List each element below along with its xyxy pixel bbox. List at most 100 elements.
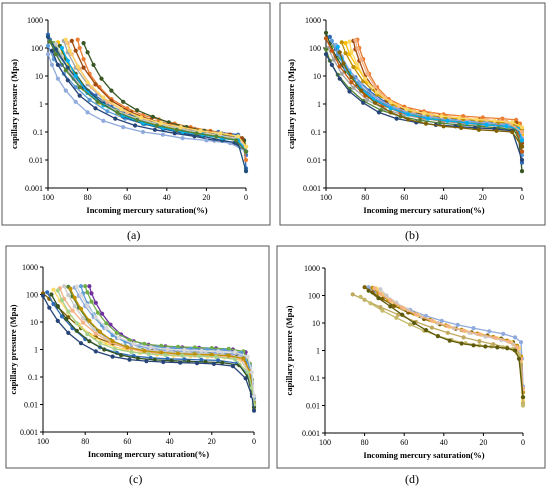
data-point [518,340,524,345]
data-point [230,364,235,369]
data-point [81,57,86,62]
data-point [425,116,430,121]
data-point [66,309,71,314]
data-point [180,136,185,141]
y-tick-label: 1 [316,347,320,356]
data-point [249,370,254,375]
data-point [520,395,526,400]
data-point [121,125,126,130]
data-point [211,361,216,366]
data-point [64,316,69,321]
data-point [343,41,348,46]
data-point [77,45,82,51]
data-point [65,78,70,83]
data-point [47,39,53,44]
data-point [423,121,429,126]
x-axis-label: Incoming mercury saturation(%) [86,205,207,215]
data-point [59,45,64,51]
data-point [81,65,86,70]
data-point [513,335,518,340]
data-point [474,117,479,122]
x-tick-label: 100 [42,193,54,202]
data-point [510,120,515,125]
data-point [455,322,460,327]
data-point [51,301,56,307]
data-point [507,339,512,344]
data-point [359,88,364,93]
data-point [95,99,100,104]
data-point [81,41,86,46]
data-point [55,76,61,81]
x-tick-label: 20 [479,438,487,447]
data-point [329,38,334,44]
data-point [471,343,476,348]
x-tick-label: 60 [123,437,131,446]
data-point [78,306,84,311]
data-point [110,339,115,344]
data-point [421,111,427,116]
data-point [45,43,51,48]
chart-panel-d: 1000 100 10 1 0.1 0.01 0.001 100 80 60 40 20 0 Incomi… [275,244,550,470]
data-point [404,107,409,112]
data-point [355,46,360,51]
data-point [347,89,352,94]
data-point [104,321,109,326]
data-point [45,290,50,295]
data-point [366,285,371,290]
data-point [97,329,103,334]
data-point [519,125,525,130]
x-tick-label: 0 [520,193,524,202]
data-point [236,134,241,139]
data-point [116,335,122,340]
chart-frame [276,245,546,469]
data-point [83,284,88,289]
data-point [72,304,77,309]
data-point [152,127,157,132]
data-point [388,100,393,105]
data-point [47,305,52,310]
data-point [135,108,140,113]
data-point [412,320,417,326]
data-point [374,90,380,95]
y-tick-label: 0.1 [28,373,38,382]
data-point [85,332,90,337]
data-point [139,115,144,120]
data-point [89,291,94,296]
y-tick-label: 0.1 [310,374,320,383]
series-line [76,286,255,397]
data-point [406,112,411,117]
data-point [388,298,393,303]
data-point [73,73,78,79]
data-point [513,348,518,353]
data-point [67,48,72,53]
data-point [232,357,238,362]
x-tick-label: 100 [320,193,332,202]
data-point [59,314,65,319]
data-point [142,348,147,353]
series-9 [366,288,526,400]
y-tick-label: 1 [39,100,43,109]
y-tick-label: 1 [34,346,38,355]
data-point [337,64,342,69]
series-18 [47,39,249,154]
data-point [226,353,231,358]
data-point [471,326,476,331]
data-point [93,349,98,354]
x-tick-label: 60 [400,193,408,202]
data-point [87,97,92,102]
data-point [73,99,78,104]
data-point [380,308,385,313]
data-point [363,76,368,81]
panel-caption-b: (b) [405,228,419,242]
data-point [339,40,344,45]
data-point [55,62,61,67]
data-point [365,71,370,76]
data-point [78,341,84,346]
data-point [329,48,334,53]
data-point [359,57,364,62]
data-point [388,110,393,115]
data-point [199,357,204,362]
data-point [337,76,342,81]
data-point [66,330,71,335]
data-point [53,52,59,57]
